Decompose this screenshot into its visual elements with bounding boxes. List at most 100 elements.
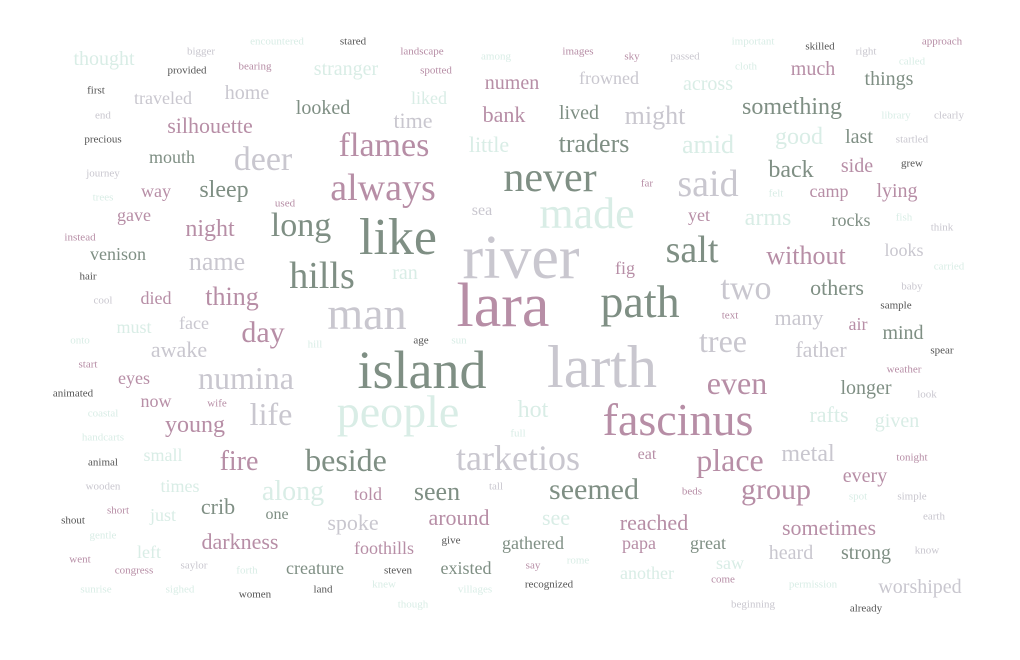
word-told: told xyxy=(353,484,383,504)
word-island: island xyxy=(357,340,487,400)
word-many: many xyxy=(774,305,824,330)
word-thing: thing xyxy=(205,282,259,311)
word-important: important xyxy=(731,35,775,48)
word-stranger: stranger xyxy=(313,58,379,80)
word-father: father xyxy=(795,337,847,362)
word-saw: saw xyxy=(716,553,744,573)
word-metal: metal xyxy=(781,441,835,467)
word-lying: lying xyxy=(876,180,918,202)
word-carried: carried xyxy=(933,260,965,273)
word-around: around xyxy=(428,505,490,530)
word-never: never xyxy=(503,155,597,201)
word-spoke: spoke xyxy=(327,510,379,535)
word-back: back xyxy=(768,157,814,183)
word-longer: longer xyxy=(840,377,892,399)
word-animal: animal xyxy=(88,456,118,469)
word-age: age xyxy=(413,334,429,347)
word-women: women xyxy=(238,588,272,601)
word-place: place xyxy=(696,442,764,478)
word-end: end xyxy=(95,109,111,122)
word-looks: looks xyxy=(884,240,924,260)
word-day: day xyxy=(241,316,285,349)
word-skilled: skilled xyxy=(805,40,835,53)
word-earth: earth xyxy=(923,510,945,523)
word-landscape: landscape xyxy=(400,45,444,58)
word-side: side xyxy=(840,155,874,177)
word-trees: trees xyxy=(92,191,114,204)
word-cloth: cloth xyxy=(735,60,757,73)
word-camp: camp xyxy=(809,181,849,201)
word-eat: eat xyxy=(637,446,657,463)
word-passed: passed xyxy=(670,50,700,63)
word-much: much xyxy=(790,58,836,80)
word-heard: heard xyxy=(768,542,814,564)
word-gave: gave xyxy=(117,205,151,225)
word-died: died xyxy=(140,288,172,308)
word-felt: felt xyxy=(768,187,784,200)
word-sun: sun xyxy=(451,334,467,347)
word-salt: salt xyxy=(665,229,719,271)
word-steven: steven xyxy=(383,564,413,577)
word-creature: creature xyxy=(286,558,344,578)
word-even: even xyxy=(706,365,768,401)
word-darkness: darkness xyxy=(201,529,279,554)
word-lived: lived xyxy=(559,102,599,124)
word-made: made xyxy=(539,189,635,238)
word-see: see xyxy=(541,505,571,530)
word-handcarts: handcarts xyxy=(81,431,125,444)
word-far: far xyxy=(640,177,654,190)
word-gentle: gentle xyxy=(89,529,117,542)
word-know: know xyxy=(914,544,940,557)
word-something: something xyxy=(742,94,842,120)
word-rome: rome xyxy=(566,554,590,567)
word-sometimes: sometimes xyxy=(781,515,877,540)
word-bearing: bearing xyxy=(238,60,272,73)
word-come: come xyxy=(711,573,735,586)
word-every: every xyxy=(842,465,888,487)
word-face: face xyxy=(179,313,209,333)
word-tall: tall xyxy=(488,480,504,493)
word-give: give xyxy=(441,534,461,547)
word-thought: thought xyxy=(73,48,135,70)
word-people: people xyxy=(336,386,460,437)
word-used: used xyxy=(274,197,296,210)
word-said: said xyxy=(677,163,739,205)
word-air: air xyxy=(848,314,868,334)
word-hot: hot xyxy=(517,397,549,423)
word-onto: onto xyxy=(70,334,90,347)
word-little: little xyxy=(468,132,510,157)
word-without: without xyxy=(766,241,846,270)
word-awake: awake xyxy=(150,337,208,362)
word-gathered: gathered xyxy=(502,533,564,553)
word-fascinus: fascinus xyxy=(602,394,754,445)
word-must: must xyxy=(116,317,152,337)
word-liked: liked xyxy=(411,88,447,108)
word-papa: papa xyxy=(622,533,656,553)
word-young: young xyxy=(165,412,225,438)
word-journey: journey xyxy=(86,167,120,180)
word-eyes: eyes xyxy=(118,368,150,388)
word-right: right xyxy=(855,45,877,58)
word-venison: venison xyxy=(90,244,146,264)
word-two: two xyxy=(720,270,772,307)
word-baby: baby xyxy=(901,280,923,293)
word-villages: villages xyxy=(457,583,493,596)
word-library: library xyxy=(881,109,911,122)
word-among: among xyxy=(481,50,511,63)
word-wooden: wooden xyxy=(85,480,121,493)
word-things: things xyxy=(864,68,914,90)
word-tarketios: tarketios xyxy=(456,438,580,478)
word-flames: flames xyxy=(338,127,430,164)
word-provided: provided xyxy=(167,64,207,77)
word-strong: strong xyxy=(841,542,891,564)
word-left: left xyxy=(137,542,161,562)
word-beside: beside xyxy=(305,442,387,478)
word-existed: existed xyxy=(440,558,492,578)
word-beds: beds xyxy=(681,485,703,498)
word-frowned: frowned xyxy=(579,68,639,88)
word-times: times xyxy=(160,476,200,496)
word-land: land xyxy=(313,583,333,596)
word-deer: deer xyxy=(233,141,293,178)
word-another: another xyxy=(620,563,674,583)
word-went: went xyxy=(69,553,91,566)
